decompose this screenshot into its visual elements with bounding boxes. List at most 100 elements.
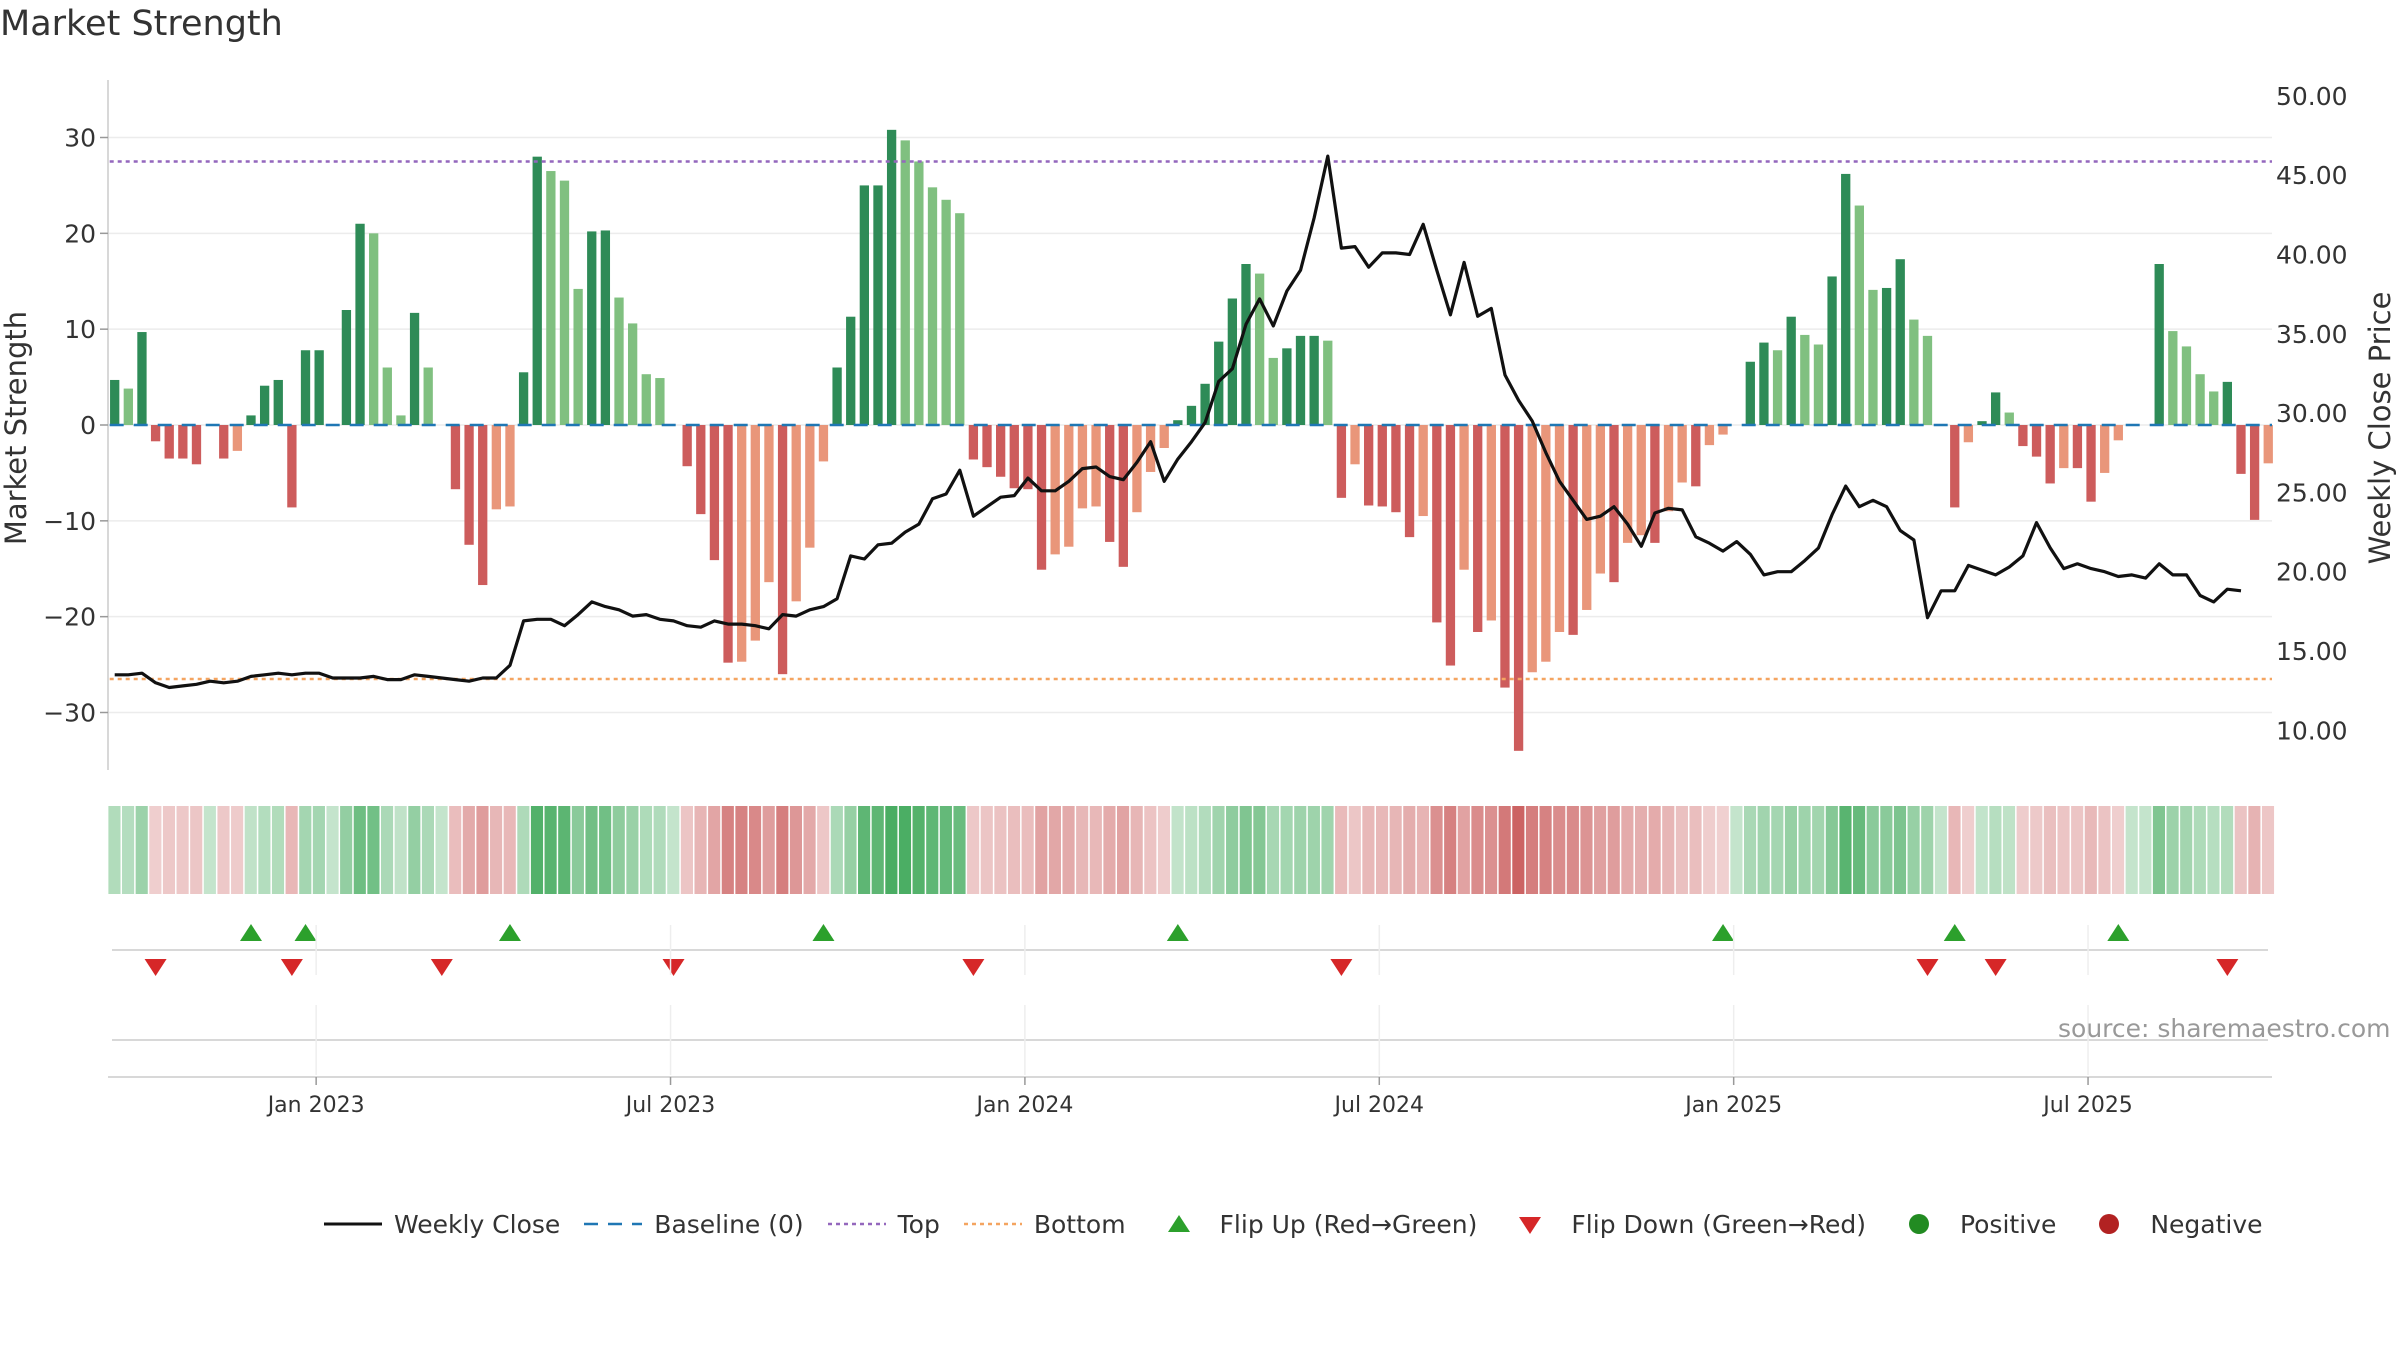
strength-bar: [1459, 425, 1469, 570]
strength-strip-cell: [1485, 806, 1498, 894]
strength-bar: [750, 425, 760, 641]
strength-bar: [1650, 425, 1660, 543]
strength-bar: [2031, 425, 2042, 457]
strength-bar: [1064, 425, 1074, 547]
strength-strip-cell: [2098, 806, 2111, 894]
flip-down-marker: [2216, 959, 2239, 976]
strength-strip-cell: [244, 806, 257, 894]
strength-strip-cell: [1130, 806, 1143, 894]
strength-bar: [1568, 425, 1578, 635]
strength-strip-cell: [1307, 806, 1320, 894]
strength-bar: [1745, 361, 1755, 425]
strength-strip-cell: [1471, 806, 1484, 894]
strength-strip-cell: [1703, 806, 1716, 894]
strength-strip-cell: [980, 806, 993, 894]
strength-strip-cell: [1389, 806, 1402, 894]
strength-strip-cell: [571, 806, 584, 894]
source-note: source: sharemaestro.com: [2058, 1014, 2391, 1043]
y-tick-label-right: 35.00: [2276, 320, 2348, 349]
strength-strip-cell: [626, 806, 639, 894]
strength-strip-cell: [326, 806, 339, 894]
strength-bar: [1404, 425, 1415, 538]
legend-label: Bottom: [1033, 1209, 1126, 1239]
strength-strip-cell: [1566, 806, 1579, 894]
strength-strip-cell: [176, 806, 189, 894]
strength-strip-cell: [2221, 806, 2234, 894]
strength-bar: [873, 185, 883, 425]
strength-bar: [232, 425, 243, 451]
strength-strip-cell: [926, 806, 939, 894]
strength-bar: [2181, 346, 2192, 425]
legend-item-negative: Negative: [2078, 1209, 2263, 1239]
strength-strip-cell: [1416, 806, 1429, 894]
strength-strip-cell: [1157, 806, 1171, 894]
strength-bar: [1500, 425, 1510, 688]
strength-strip-cell: [1539, 806, 1552, 894]
y-tick-label-right: 45.00: [2276, 161, 2348, 190]
legend-label: Positive: [1959, 1209, 2057, 1239]
strength-bar: [1391, 425, 1401, 513]
strength-strip-cell: [2234, 806, 2247, 894]
strength-strip-cell: [135, 806, 148, 894]
strength-bar: [1868, 289, 1878, 425]
strength-bar: [1759, 342, 1769, 425]
strength-strip-cell: [953, 806, 966, 894]
strength-bar: [2222, 381, 2232, 425]
strength-strip-cell: [476, 806, 489, 894]
strength-bar: [2195, 374, 2205, 425]
x-tick-label: Jan 2023: [266, 1093, 365, 1118]
strength-strip-cell: [830, 806, 843, 894]
strength-bar: [1418, 425, 1428, 517]
strength-strip-cell: [2111, 806, 2125, 894]
strength-bar: [478, 425, 488, 586]
strength-strip-cell: [1594, 806, 1607, 894]
strength-strip-cell: [1716, 806, 1729, 894]
strength-strip-cell: [776, 806, 789, 894]
strength-bar: [1200, 383, 1210, 425]
strength-bar: [518, 372, 529, 425]
strength-bar: [1377, 425, 1387, 507]
strength-bar: [1309, 335, 1319, 425]
strength-strip-cell: [1853, 806, 1866, 894]
legend-label: Flip Down (Green→Red): [1571, 1209, 1866, 1239]
strength-strip-cell: [2084, 806, 2097, 894]
strength-bar: [1036, 425, 1047, 570]
weekly-close-path: [114, 154, 2242, 690]
strength-bar: [587, 231, 597, 425]
strength-bar: [110, 379, 120, 425]
strength-strip-cell: [1335, 806, 1348, 894]
strength-bar: [2018, 425, 2028, 447]
flip-up-marker: [498, 924, 521, 941]
strength-bar: [123, 388, 133, 425]
strength-strip-cell: [258, 806, 271, 894]
x-tick-label: Jul 2024: [1333, 1093, 1425, 1118]
strength-strip-cell: [803, 806, 816, 894]
strength-bar: [805, 425, 815, 548]
strength-strip-cell: [762, 806, 775, 894]
legend-item-flip-down: Flip Down (Green→Red): [1499, 1209, 1866, 1239]
strength-strip-cell: [1062, 806, 1075, 894]
strength-strip-cell: [2207, 806, 2220, 894]
strength-bar: [696, 425, 706, 515]
strength-strip-cell: [1035, 806, 1048, 894]
strength-bar: [1445, 425, 1456, 666]
strength-bar: [614, 297, 624, 425]
strength-strip-cell: [380, 806, 394, 894]
strength-bar: [641, 374, 651, 425]
legend: Weekly Close Baseline (0) Top Bottom Fli…: [322, 1204, 2285, 1244]
strength-bar: [532, 156, 542, 425]
strength-strip-cell: [1934, 806, 1947, 894]
legend-item-bottom: Bottom: [962, 1209, 1126, 1239]
strength-strip-cell: [1880, 806, 1893, 894]
strength-bar: [1241, 264, 1251, 425]
strength-bar: [1132, 425, 1142, 513]
strength-strip-cell: [1048, 806, 1061, 894]
flip-markers: [112, 924, 2268, 976]
strength-bar: [2209, 391, 2219, 425]
strength-bar: [1718, 425, 1728, 435]
strength-bar: [859, 185, 869, 425]
strength-strip-cell: [1266, 806, 1280, 894]
strength-strip-cell: [1893, 806, 1907, 894]
strength-strip-cell: [231, 806, 244, 894]
